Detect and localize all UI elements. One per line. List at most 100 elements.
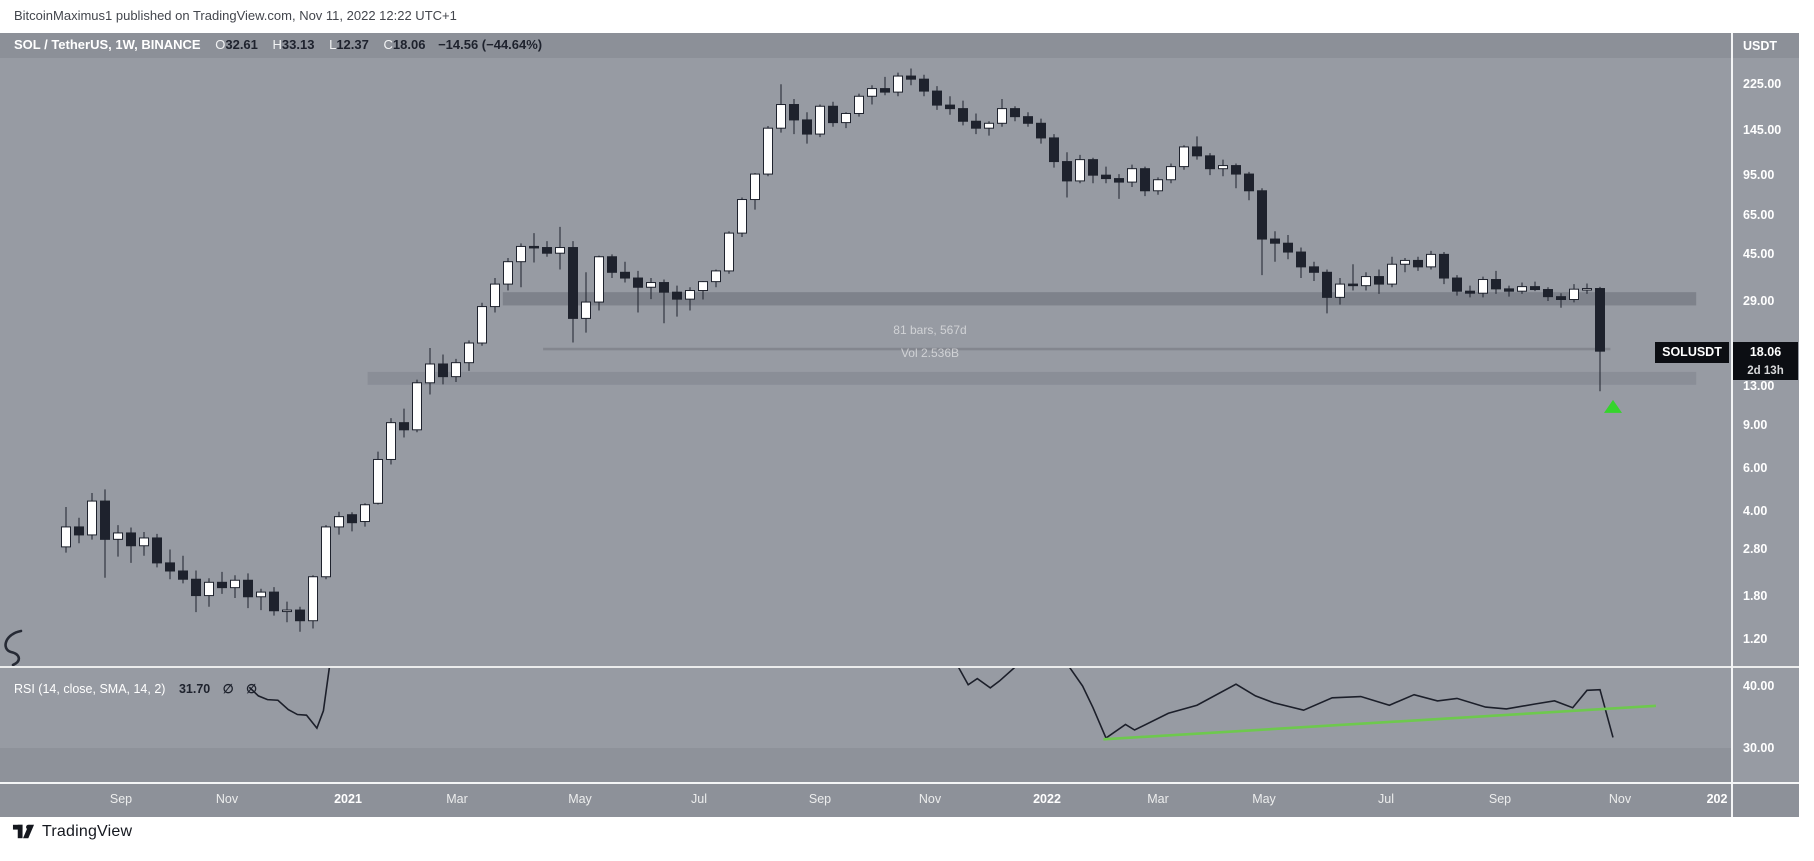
- pane-separator[interactable]: [0, 666, 1799, 668]
- measurement-tool-readout[interactable]: 81 bars, 567d Vol 2.536B: [893, 319, 966, 365]
- candle[interactable]: [87, 500, 97, 536]
- candle[interactable]: [1478, 279, 1488, 294]
- candle[interactable]: [425, 363, 435, 384]
- candle[interactable]: [1517, 286, 1527, 292]
- candle[interactable]: [1543, 289, 1553, 298]
- candle[interactable]: [711, 270, 721, 283]
- candle[interactable]: [1582, 288, 1592, 291]
- candle[interactable]: [230, 579, 240, 589]
- candle[interactable]: [854, 95, 864, 114]
- candle[interactable]: [698, 281, 708, 292]
- candle[interactable]: [1023, 116, 1033, 124]
- candle[interactable]: [776, 104, 786, 129]
- candle[interactable]: [1439, 253, 1449, 279]
- price-axis[interactable]: 225.00 145.00 95.00 65.00 45.00 29.00 13.00 9.0…: [1731, 33, 1799, 817]
- candle[interactable]: [997, 108, 1007, 124]
- candle[interactable]: [659, 282, 669, 293]
- candle[interactable]: [1556, 296, 1566, 300]
- candle[interactable]: [1530, 286, 1540, 291]
- candle[interactable]: [867, 88, 877, 97]
- candle[interactable]: [789, 104, 799, 121]
- candle[interactable]: [880, 88, 890, 93]
- partial-drawing-squiggle[interactable]: [4, 629, 23, 667]
- time-axis[interactable]: Sep Nov 2021 Mar May Jul Sep Nov 2022 Mar May Jul Se…: [0, 782, 1799, 817]
- candle[interactable]: [568, 247, 578, 319]
- candle[interactable]: [321, 526, 331, 578]
- candle[interactable]: [1218, 165, 1228, 170]
- candle[interactable]: [802, 119, 812, 135]
- support-line-18[interactable]: [543, 347, 1611, 351]
- candle[interactable]: [841, 112, 851, 124]
- rsi-plot[interactable]: [248, 664, 1656, 741]
- chart-canvas[interactable]: [0, 33, 1799, 817]
- candle[interactable]: [438, 363, 448, 378]
- resistance-zone-29[interactable]: [502, 292, 1697, 306]
- candle[interactable]: [828, 105, 838, 124]
- candle[interactable]: [1491, 279, 1501, 290]
- candle[interactable]: [1088, 159, 1098, 176]
- candle[interactable]: [555, 247, 565, 254]
- candle[interactable]: [1192, 146, 1202, 157]
- candle[interactable]: [1153, 179, 1163, 192]
- candle[interactable]: [971, 120, 981, 129]
- candle[interactable]: [256, 591, 266, 598]
- candle[interactable]: [100, 500, 110, 540]
- candle[interactable]: [503, 261, 513, 285]
- candle[interactable]: [295, 609, 305, 622]
- candle[interactable]: [1166, 166, 1176, 181]
- candle[interactable]: [386, 422, 396, 460]
- candle[interactable]: [1335, 283, 1345, 298]
- rsi-line[interactable]: [248, 664, 331, 730]
- price-axis-separator[interactable]: [1731, 33, 1733, 817]
- candle[interactable]: [1374, 276, 1384, 285]
- candle[interactable]: [1049, 137, 1059, 163]
- candle[interactable]: [906, 75, 916, 80]
- candle[interactable]: [607, 256, 617, 273]
- candle[interactable]: [113, 532, 123, 540]
- candle[interactable]: [61, 526, 71, 548]
- candle[interactable]: [620, 271, 630, 279]
- candle[interactable]: [646, 282, 656, 288]
- candle[interactable]: [334, 516, 344, 528]
- candle[interactable]: [1595, 288, 1605, 352]
- candle[interactable]: [1075, 159, 1085, 182]
- candle[interactable]: [685, 290, 695, 300]
- candle[interactable]: [152, 537, 162, 564]
- candle[interactable]: [1283, 242, 1293, 253]
- candle[interactable]: [178, 570, 188, 580]
- candle[interactable]: [763, 127, 773, 175]
- candle[interactable]: [815, 105, 825, 135]
- candle[interactable]: [984, 122, 994, 129]
- candle[interactable]: [1270, 238, 1280, 244]
- candle[interactable]: [581, 301, 591, 319]
- candle[interactable]: [1452, 277, 1462, 292]
- candle[interactable]: [1114, 178, 1124, 183]
- candle[interactable]: [1296, 251, 1306, 268]
- candle[interactable]: [1361, 276, 1371, 287]
- candle[interactable]: [594, 256, 604, 303]
- candle[interactable]: [529, 245, 539, 249]
- candle[interactable]: [893, 75, 903, 93]
- candle[interactable]: [243, 579, 253, 598]
- rsi-line[interactable]: [957, 664, 1019, 689]
- rsi-trendline[interactable]: [1103, 704, 1656, 741]
- arrow-up-marker[interactable]: [1604, 399, 1622, 413]
- candle[interactable]: [1257, 190, 1267, 240]
- candle[interactable]: [451, 362, 461, 378]
- candle[interactable]: [204, 581, 214, 597]
- candle[interactable]: [490, 283, 500, 308]
- candle[interactable]: [1010, 108, 1020, 118]
- candle[interactable]: [1504, 288, 1514, 292]
- candle[interactable]: [1426, 253, 1436, 268]
- last-price-symbol-flag[interactable]: SOLUSDT: [1655, 342, 1729, 363]
- candle[interactable]: [1387, 263, 1397, 285]
- chart-background[interactable]: [0, 33, 1799, 782]
- candle[interactable]: [1400, 259, 1410, 265]
- candle[interactable]: [399, 422, 409, 431]
- symbol-title[interactable]: SOL / TetherUS, 1W, BINANCE: [14, 37, 201, 52]
- candle[interactable]: [1569, 288, 1579, 300]
- candle[interactable]: [217, 581, 227, 589]
- candle[interactable]: [477, 306, 487, 344]
- candle[interactable]: [412, 382, 422, 431]
- candle[interactable]: [1179, 146, 1189, 168]
